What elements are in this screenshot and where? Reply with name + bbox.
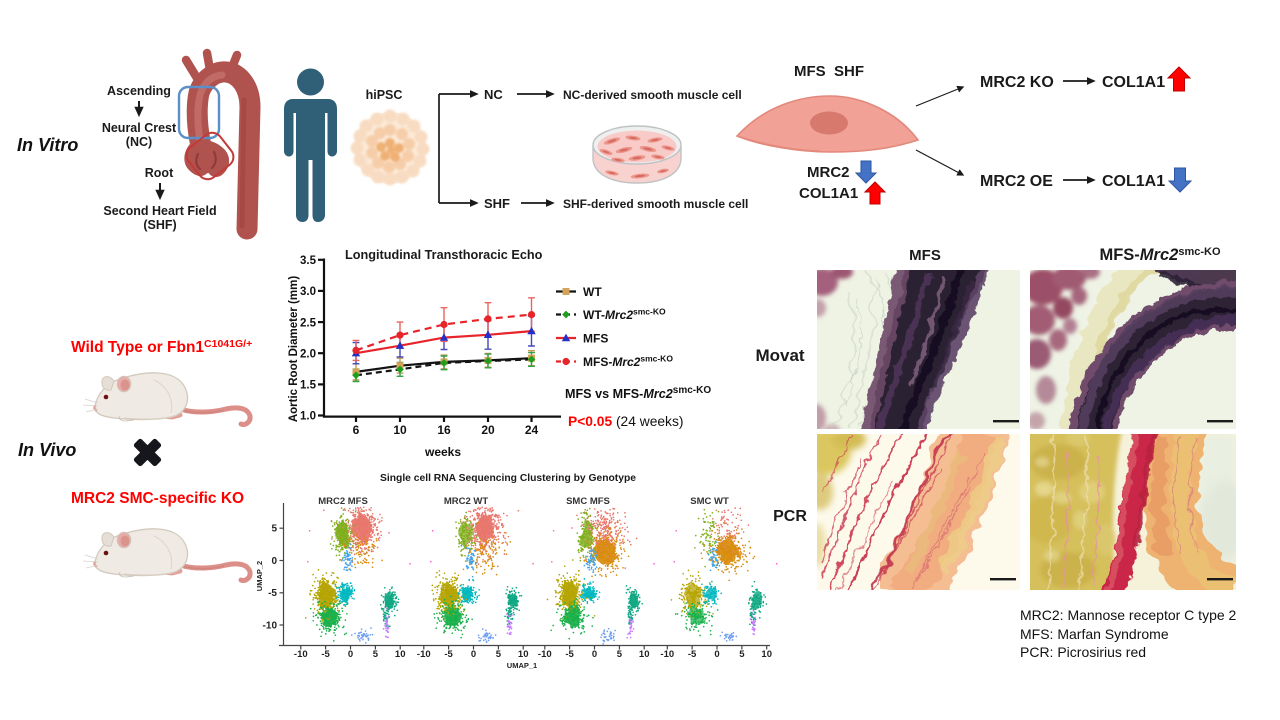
svg-text:MRC2: MRC2 xyxy=(807,164,850,181)
svg-text:6: 6 xyxy=(353,423,360,437)
svg-text:SHF: SHF xyxy=(484,196,510,211)
svg-text:-5: -5 xyxy=(565,649,574,660)
svg-text:10: 10 xyxy=(761,649,772,660)
svg-text:3.5: 3.5 xyxy=(300,255,317,267)
svg-text:-10: -10 xyxy=(263,620,278,631)
svg-text:P<0.05 (24 weeks): P<0.05 (24 weeks) xyxy=(568,414,683,429)
svg-text:10: 10 xyxy=(393,423,407,437)
svg-text:In Vitro: In Vitro xyxy=(17,135,78,155)
svg-text:10: 10 xyxy=(395,649,406,660)
svg-text:(NC): (NC) xyxy=(126,135,152,149)
svg-text:COL1A1: COL1A1 xyxy=(1102,74,1165,91)
svg-text:3.0: 3.0 xyxy=(300,286,316,298)
svg-text:hiPSC: hiPSC xyxy=(366,88,403,102)
svg-text:Aortic Root Diameter (mm): Aortic Root Diameter (mm) xyxy=(288,276,300,422)
svg-text:-10: -10 xyxy=(417,649,431,660)
svg-text:NC: NC xyxy=(484,87,503,102)
svg-text:16: 16 xyxy=(437,423,451,437)
svg-text:Movat: Movat xyxy=(755,346,804,365)
svg-text:COL1A1: COL1A1 xyxy=(799,185,858,202)
svg-text:SMC MFS: SMC MFS xyxy=(566,496,610,507)
svg-text:MRC2 OE: MRC2 OE xyxy=(980,173,1053,190)
svg-text:MRC2 SMC-specific KO: MRC2 SMC-specific KO xyxy=(71,490,244,507)
svg-text:weeks: weeks xyxy=(424,445,461,459)
svg-text:(SHF): (SHF) xyxy=(143,218,176,232)
svg-text:In Vivo: In Vivo xyxy=(18,440,76,460)
svg-text:-5: -5 xyxy=(444,649,453,660)
svg-text:5: 5 xyxy=(617,649,623,660)
svg-text:MRC2 MFS: MRC2 MFS xyxy=(318,496,368,507)
svg-text:0: 0 xyxy=(592,649,597,660)
svg-text:0: 0 xyxy=(714,649,719,660)
svg-text:5: 5 xyxy=(496,649,502,660)
svg-text:0: 0 xyxy=(271,556,277,567)
svg-text:MRC2 WT: MRC2 WT xyxy=(444,496,489,507)
svg-text:MFS: Marfan Syndrome: MFS: Marfan Syndrome xyxy=(1020,626,1169,642)
svg-text:Root: Root xyxy=(145,166,174,180)
svg-text:-10: -10 xyxy=(660,649,674,660)
svg-text:-5: -5 xyxy=(268,588,277,599)
svg-text:2.0: 2.0 xyxy=(300,348,316,360)
svg-text:MFS: MFS xyxy=(583,332,608,346)
svg-text:10: 10 xyxy=(518,649,529,660)
svg-text:MRC2: Mannose receptor C type: MRC2: Mannose receptor C type 2 xyxy=(1020,607,1237,623)
svg-text:5: 5 xyxy=(271,524,277,535)
svg-text:20: 20 xyxy=(481,423,495,437)
svg-text:NC-derived smooth muscle cell: NC-derived smooth muscle cell xyxy=(563,88,742,102)
svg-text:24: 24 xyxy=(525,423,539,437)
svg-text:COL1A1: COL1A1 xyxy=(1102,173,1165,190)
svg-text:2.5: 2.5 xyxy=(300,317,317,329)
svg-text:5: 5 xyxy=(373,649,379,660)
svg-text:0: 0 xyxy=(348,649,353,660)
svg-text:MFS: MFS xyxy=(909,247,941,264)
svg-text:MFS SHF: MFS SHF xyxy=(794,63,864,80)
svg-text:-5: -5 xyxy=(321,649,330,660)
svg-text:Neural Crest: Neural Crest xyxy=(102,121,177,135)
svg-text:1.0: 1.0 xyxy=(300,411,316,423)
svg-text:-5: -5 xyxy=(688,649,697,660)
svg-text:1.5: 1.5 xyxy=(300,380,317,392)
svg-text:UMAP_2: UMAP_2 xyxy=(255,561,264,591)
svg-text:WT: WT xyxy=(583,285,602,299)
svg-text:5: 5 xyxy=(739,649,745,660)
svg-text:UMAP_1: UMAP_1 xyxy=(507,661,537,670)
svg-text:Single cell RNA Sequencing Cl: Single cell RNA Sequencing Clustering by… xyxy=(380,473,636,484)
svg-text:SMC WT: SMC WT xyxy=(690,496,729,507)
svg-text:Second Heart Field: Second Heart Field xyxy=(103,204,216,218)
svg-text:SHF-derived smooth muscle cell: SHF-derived smooth muscle cell xyxy=(563,197,748,211)
svg-text:0: 0 xyxy=(471,649,476,660)
svg-text:Ascending: Ascending xyxy=(107,84,171,98)
svg-text:PCR: Picrosirius red: PCR: Picrosirius red xyxy=(1020,644,1146,660)
svg-text:MRC2 KO: MRC2 KO xyxy=(980,74,1054,91)
svg-text:-10: -10 xyxy=(538,649,552,660)
svg-text:10: 10 xyxy=(639,649,650,660)
svg-text:PCR: PCR xyxy=(773,508,807,525)
svg-text:Longitudinal Transthoracic Ech: Longitudinal Transthoracic Echo xyxy=(345,248,543,262)
svg-text:-10: -10 xyxy=(294,649,308,660)
